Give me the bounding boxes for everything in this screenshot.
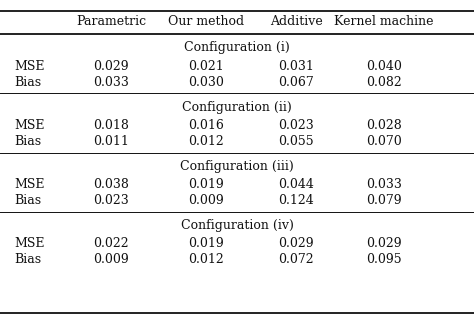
Text: 0.033: 0.033 (93, 76, 129, 89)
Text: Additive: Additive (270, 15, 323, 28)
Text: 0.012: 0.012 (188, 135, 224, 148)
Text: 0.029: 0.029 (278, 237, 314, 250)
Text: 0.028: 0.028 (366, 119, 402, 132)
Text: 0.070: 0.070 (366, 135, 402, 148)
Text: Our method: Our method (168, 15, 244, 28)
Text: 0.011: 0.011 (93, 135, 129, 148)
Text: 0.029: 0.029 (366, 237, 402, 250)
Text: 0.044: 0.044 (278, 178, 314, 191)
Text: Bias: Bias (14, 76, 41, 89)
Text: Bias: Bias (14, 194, 41, 207)
Text: MSE: MSE (14, 60, 45, 73)
Text: 0.079: 0.079 (366, 194, 402, 207)
Text: 0.031: 0.031 (278, 60, 314, 73)
Text: 0.095: 0.095 (366, 253, 402, 266)
Text: 0.038: 0.038 (93, 178, 129, 191)
Text: 0.016: 0.016 (188, 119, 224, 132)
Text: 0.018: 0.018 (93, 119, 129, 132)
Text: 0.021: 0.021 (188, 60, 224, 73)
Text: 0.022: 0.022 (93, 237, 129, 250)
Text: 0.019: 0.019 (188, 178, 224, 191)
Text: 0.030: 0.030 (188, 76, 224, 89)
Text: 0.029: 0.029 (93, 60, 129, 73)
Text: 0.067: 0.067 (278, 76, 314, 89)
Text: Configuration (i): Configuration (i) (184, 42, 290, 54)
Text: 0.023: 0.023 (278, 119, 314, 132)
Text: 0.009: 0.009 (93, 253, 129, 266)
Text: 0.082: 0.082 (366, 76, 402, 89)
Text: 0.040: 0.040 (366, 60, 402, 73)
Text: Kernel machine: Kernel machine (334, 15, 434, 28)
Text: 0.012: 0.012 (188, 253, 224, 266)
Text: Configuration (iii): Configuration (iii) (180, 160, 294, 173)
Text: Bias: Bias (14, 135, 41, 148)
Text: 0.124: 0.124 (278, 194, 314, 207)
Text: 0.055: 0.055 (278, 135, 314, 148)
Text: Parametric: Parametric (76, 15, 146, 28)
Text: 0.072: 0.072 (278, 253, 314, 266)
Text: 0.033: 0.033 (366, 178, 402, 191)
Text: MSE: MSE (14, 237, 45, 250)
Text: Configuration (iv): Configuration (iv) (181, 219, 293, 232)
Text: MSE: MSE (14, 178, 45, 191)
Text: 0.023: 0.023 (93, 194, 129, 207)
Text: 0.019: 0.019 (188, 237, 224, 250)
Text: 0.009: 0.009 (188, 194, 224, 207)
Text: MSE: MSE (14, 119, 45, 132)
Text: Bias: Bias (14, 253, 41, 266)
Text: Configuration (ii): Configuration (ii) (182, 101, 292, 114)
